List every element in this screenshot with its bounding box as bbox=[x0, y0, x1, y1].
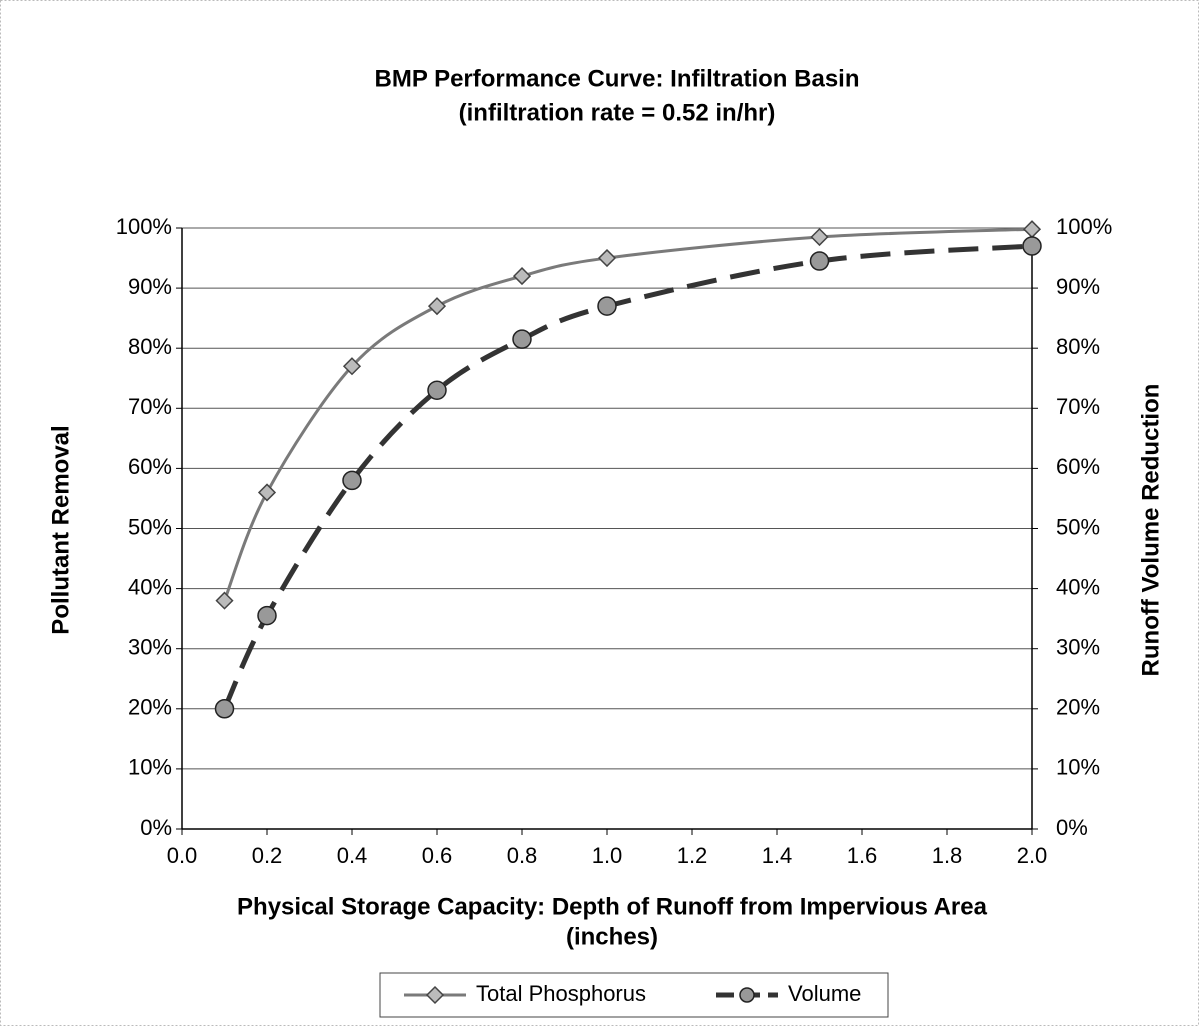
data-point bbox=[427, 297, 447, 316]
data-point bbox=[809, 251, 830, 271]
x-tick-label: 2.0 bbox=[1017, 843, 1048, 868]
data-point bbox=[427, 380, 447, 401]
data-point bbox=[257, 605, 277, 626]
legend-marker bbox=[739, 987, 755, 1003]
y-tick-label: 50% bbox=[128, 514, 172, 539]
data-point bbox=[810, 227, 829, 247]
legend-label: Total Phosphorus bbox=[476, 981, 646, 1006]
y-tick-label: 10% bbox=[128, 755, 172, 780]
y2-tick-label: 90% bbox=[1056, 274, 1100, 299]
x-tick-label: 1.6 bbox=[847, 843, 878, 868]
data-point bbox=[1022, 236, 1042, 256]
y2-tick-label: 0% bbox=[1056, 815, 1088, 840]
y-tick-label: 20% bbox=[128, 695, 172, 720]
x-tick-label: 0.2 bbox=[252, 843, 283, 868]
y-tick-label: 90% bbox=[128, 274, 172, 299]
x-tick-label: 0.4 bbox=[337, 843, 368, 868]
data-point bbox=[597, 248, 617, 268]
x-tick-label: 1.4 bbox=[762, 843, 793, 868]
y-axis-title: Pollutant Removal bbox=[47, 425, 74, 634]
x-tick-label: 1.8 bbox=[932, 843, 963, 868]
data-point bbox=[512, 329, 532, 349]
x-tick-label: 0.0 bbox=[167, 843, 198, 868]
y2-axis-title: Runoff Volume Reduction bbox=[1137, 384, 1164, 677]
chart-subtitle: (infiltration rate = 0.52 in/hr) bbox=[459, 99, 776, 126]
data-point bbox=[342, 357, 362, 376]
y-tick-label: 40% bbox=[128, 574, 172, 599]
x-tick-label: 1.0 bbox=[592, 843, 623, 868]
y-tick-label: 100% bbox=[116, 214, 172, 239]
y-tick-label: 60% bbox=[128, 454, 172, 479]
y2-tick-label: 30% bbox=[1056, 635, 1100, 660]
y2-tick-label: 60% bbox=[1056, 454, 1100, 479]
series-line bbox=[223, 227, 1033, 602]
y2-tick-label: 70% bbox=[1056, 394, 1100, 419]
legend-marker bbox=[425, 985, 445, 1005]
x-tick-label: 0.8 bbox=[507, 843, 538, 868]
data-point bbox=[215, 591, 234, 610]
data-point bbox=[257, 483, 277, 502]
y2-tick-label: 10% bbox=[1056, 755, 1100, 780]
y-tick-label: 70% bbox=[128, 394, 172, 419]
data-point bbox=[1022, 220, 1042, 239]
data-point bbox=[214, 699, 235, 719]
x-axis-title: Physical Storage Capacity: Depth of Runo… bbox=[237, 893, 988, 920]
y2-tick-label: 80% bbox=[1056, 334, 1100, 359]
y-tick-label: 0% bbox=[140, 815, 172, 840]
y2-tick-label: 20% bbox=[1056, 695, 1100, 720]
y2-tick-label: 100% bbox=[1056, 214, 1112, 239]
x-axis-title: (inches) bbox=[566, 923, 658, 950]
x-tick-label: 0.6 bbox=[422, 843, 453, 868]
y-tick-label: 80% bbox=[128, 334, 172, 359]
data-point bbox=[597, 296, 617, 316]
x-tick-label: 1.2 bbox=[677, 843, 708, 868]
chart-title: BMP Performance Curve: Infiltration Basi… bbox=[375, 65, 860, 92]
legend-label: Volume bbox=[788, 981, 861, 1006]
y2-tick-label: 50% bbox=[1056, 514, 1100, 539]
y-tick-label: 30% bbox=[128, 635, 172, 660]
data-point bbox=[342, 470, 362, 491]
y2-tick-label: 40% bbox=[1056, 574, 1100, 599]
data-point bbox=[512, 267, 532, 286]
